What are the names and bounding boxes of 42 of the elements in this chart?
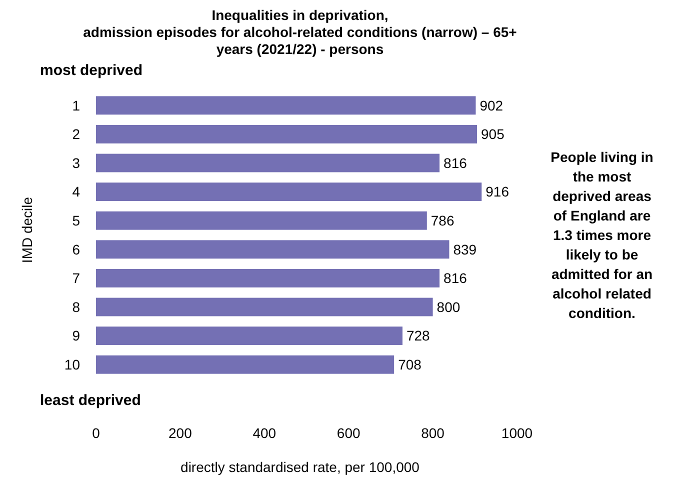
data-label: 800: [436, 298, 460, 315]
x-tick-label: 600: [336, 425, 360, 441]
bar: [96, 211, 427, 230]
x-tick-label: 200: [168, 425, 192, 441]
y-tick-label: 5: [72, 212, 80, 228]
y-tick-label: 7: [72, 270, 80, 286]
data-label: 839: [453, 241, 477, 258]
data-label: 816: [444, 154, 468, 171]
y-tick-label: 2: [72, 126, 80, 142]
data-label: 708: [398, 356, 422, 372]
data-label: 916: [486, 184, 510, 200]
bar: [96, 154, 440, 172]
text: most deprived: [40, 62, 143, 79]
data-label: 728: [406, 328, 430, 344]
y-tick-label: 3: [72, 154, 80, 171]
y-tick-label: 6: [72, 241, 80, 258]
x-tick-label: 0: [92, 425, 100, 441]
bar: [96, 96, 476, 115]
data-label: 905: [481, 126, 505, 142]
text: People living in the most deprived areas of England are 1.3 times more likely to be admitted for an alcohol related condition.: [550, 149, 654, 321]
y-tick-label: 4: [72, 184, 80, 200]
data-label: 902: [480, 97, 504, 114]
data-label: 816: [444, 270, 468, 286]
y-axis-title: IMD decile: [19, 196, 35, 264]
y-tick-label: 10: [64, 356, 80, 372]
x-tick-label: 400: [252, 425, 276, 441]
chart-title: Inequalities in deprivation, admission episodes for alcohol-related conditions (narrow) – 65+ years (2021/22) - persons: [83, 7, 517, 57]
text: least deprived: [40, 392, 141, 409]
bar: [96, 326, 402, 346]
y-tick-label: 1: [72, 97, 80, 114]
bar: [96, 124, 478, 144]
data-label: 786: [430, 212, 454, 228]
x-tick-label: 800: [421, 425, 445, 441]
bar: [96, 268, 440, 288]
y-tick-label: 8: [72, 298, 80, 315]
x-tick-label: 1000: [501, 425, 533, 441]
y-tick-label: 9: [72, 328, 80, 344]
bar: [96, 298, 433, 316]
bar: [96, 355, 394, 374]
x-axis-title: directly standardised rate, per 100,000: [180, 459, 420, 475]
bar: [96, 182, 482, 202]
bar: [96, 240, 450, 259]
